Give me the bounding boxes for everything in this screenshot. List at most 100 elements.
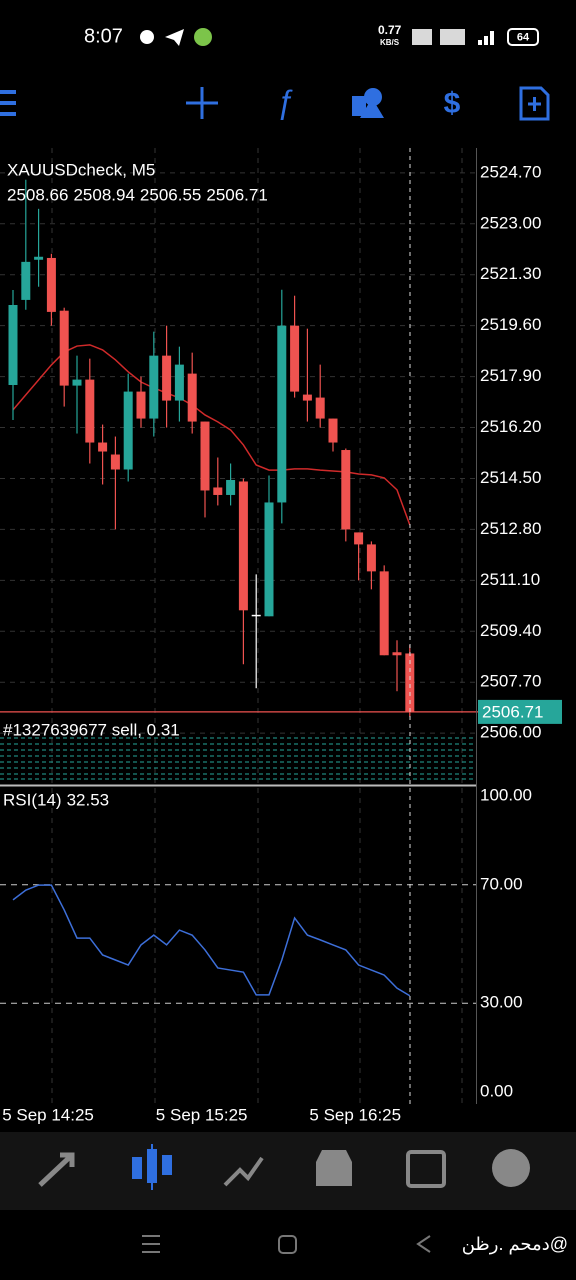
order-label: #1327639677 sell, 0.31 — [3, 720, 180, 739]
news-tab[interactable] — [406, 1150, 446, 1188]
y-tick-label: 2509.40 — [480, 621, 541, 640]
candle-body — [264, 502, 274, 617]
order-lines — [0, 737, 476, 780]
y-tick-label: 2524.70 — [480, 162, 541, 181]
quotes-tab[interactable] — [38, 1152, 75, 1187]
toolbar: ƒ $ — [0, 83, 550, 121]
candle-body — [226, 479, 236, 495]
recents-button[interactable] — [142, 1235, 160, 1253]
candle-body — [59, 310, 69, 386]
candle-body — [277, 325, 287, 503]
indicator-title: RSI(14) — [3, 790, 62, 809]
y-tick-label: 70.00 — [480, 874, 523, 893]
battery-level: 64 — [517, 31, 530, 43]
nav-background — [0, 1132, 576, 1210]
battery-icon — [507, 28, 539, 46]
ohlc-value: 2506.55 — [140, 185, 201, 204]
y-tick-label: 100.00 — [480, 785, 532, 804]
candle-body — [405, 653, 415, 712]
objects-button[interactable] — [352, 96, 384, 118]
x-tick-label: 5 Sep 14:25 — [2, 1105, 94, 1124]
candle-body — [34, 256, 44, 260]
candle-body — [162, 355, 172, 401]
candle-body — [354, 532, 364, 545]
volte-icon — [412, 29, 432, 45]
new-order-plus — [528, 97, 541, 111]
rsi-line — [12, 884, 411, 997]
candle-body — [187, 373, 197, 422]
chart-tab[interactable] — [132, 1144, 172, 1190]
signal-bars — [478, 31, 494, 45]
system-nav — [142, 1235, 431, 1254]
menu-button[interactable] — [0, 90, 16, 116]
candle-body — [72, 379, 82, 386]
candle-body — [98, 442, 108, 452]
home-button[interactable] — [278, 1235, 297, 1254]
back-button[interactable] — [416, 1235, 431, 1253]
x-tick-label: 5 Sep 15:25 — [156, 1105, 248, 1124]
x-tick-label: 5 Sep 16:25 — [309, 1105, 401, 1124]
signal-icon — [440, 29, 465, 45]
y-tick-label: 0.00 — [480, 1081, 513, 1100]
chat-tab[interactable] — [492, 1149, 530, 1187]
candle-body — [110, 454, 120, 470]
crosshair-button[interactable] — [186, 87, 218, 119]
candle-body — [328, 418, 338, 443]
candle-body — [290, 325, 300, 392]
indicator-value: 32.53 — [67, 790, 110, 809]
price-chart: 2524.70 2523.00 2521.30 2519.60 2517.90 2516.… — [0, 148, 562, 1104]
y-tick-label: 2521.30 — [480, 264, 541, 283]
net-speed-unit: KB/S — [380, 38, 400, 47]
candle-body — [136, 391, 146, 419]
chart-title: XAUUSDcheck, M5 — [7, 160, 155, 179]
candle-body — [392, 652, 402, 656]
app-icon — [194, 28, 212, 46]
trade-tab[interactable] — [223, 1156, 264, 1187]
new-order-button[interactable] — [519, 86, 550, 121]
ohlc-value: 2508.94 — [73, 185, 134, 204]
watermark: دمحم .رظن@ — [462, 1234, 568, 1255]
price-label: 2506.71 — [482, 702, 543, 721]
candle-body — [149, 355, 159, 419]
ohlc-value: 2508.66 — [7, 185, 68, 204]
telegram-icon — [165, 29, 184, 46]
settings-icon — [140, 30, 154, 44]
price-label-box — [478, 699, 562, 724]
candle-body — [366, 544, 376, 572]
candle-body — [85, 379, 95, 443]
y-tick-label: 2506.00 — [480, 723, 541, 742]
candle-body — [200, 421, 210, 491]
y-tick-label: 2519.60 — [480, 315, 541, 334]
net-speed: 0.77 — [378, 23, 402, 37]
y-tick-label: 2514.50 — [480, 468, 541, 487]
trade-button[interactable]: $ — [444, 87, 461, 120]
price-pane — [0, 148, 476, 785]
y-tick-label: 2517.90 — [480, 366, 541, 385]
y-tick-label: 2516.20 — [480, 417, 541, 436]
candle-body — [46, 257, 56, 312]
candle-body — [302, 394, 312, 401]
y-tick-label: 30.00 — [480, 993, 523, 1012]
bottom-nav — [0, 1132, 576, 1210]
candle-body — [8, 305, 18, 386]
candle-body — [251, 614, 261, 617]
history-tab[interactable] — [316, 1150, 352, 1186]
objects-button-circle — [364, 88, 382, 106]
candle-body — [238, 481, 248, 611]
y-tick-label: 2523.00 — [480, 213, 541, 232]
clock: 8:07 — [84, 25, 123, 47]
rsi-chart: 100.00 70.00 30.00 0.00 RSI(14) 32.53 — [0, 785, 532, 1100]
indicators-button[interactable]: ƒ — [276, 83, 294, 119]
y-tick-label: 2507.70 — [480, 672, 541, 691]
candle-body — [315, 397, 325, 419]
candle-body — [213, 487, 223, 495]
candle-body — [123, 391, 133, 470]
status-bar: 8:07 0.77 KB/S 64 — [84, 23, 539, 47]
ohlc-value: 2506.71 — [206, 185, 267, 204]
candle-body — [174, 364, 184, 401]
candle-body — [341, 450, 351, 530]
y-tick-label: 2512.80 — [480, 519, 541, 538]
y-tick-label: 2511.10 — [480, 570, 540, 589]
